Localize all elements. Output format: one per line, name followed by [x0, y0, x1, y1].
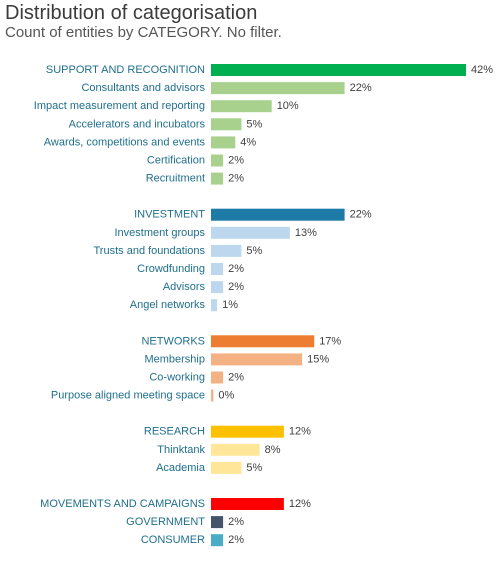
value-label-support-and-recognition: 42%: [471, 64, 493, 76]
bar-membership: [211, 353, 303, 366]
category-label-accelerators-and-incubators: Accelerators and incubators: [69, 118, 206, 130]
category-label-purpose-aligned-meeting-space: Purpose aligned meeting space: [51, 390, 205, 402]
bar-consumer: [211, 534, 224, 547]
category-label-research: RESEARCH: [144, 426, 205, 438]
category-label-angel-networks: Angel networks: [130, 299, 206, 311]
category-label-consumer: CONSUMER: [141, 534, 205, 546]
value-label-consultants-and-advisors: 22%: [350, 82, 372, 94]
category-label-investment: INVESTMENT: [134, 209, 205, 221]
category-label-support-and-recognition: SUPPORT AND RECOGNITION: [46, 64, 205, 76]
category-label-consultants-and-advisors: Consultants and advisors: [81, 82, 205, 94]
bar-academia: [211, 461, 242, 474]
value-label-awards-competitions-and-events: 4%: [240, 136, 256, 148]
category-label-impact-measurement-and-reporting: Impact measurement and reporting: [34, 100, 205, 112]
bar-accelerators-and-incubators: [211, 118, 242, 131]
value-label-co-working: 2%: [228, 372, 244, 384]
bar-purpose-aligned-meeting-space: [211, 389, 214, 402]
chart-title: Distribution of categorisation: [5, 2, 258, 24]
value-label-movements-and-campaigns: 12%: [289, 498, 311, 510]
category-label-certification: Certification: [147, 155, 205, 167]
value-label-research: 12%: [289, 426, 311, 438]
bar-research: [211, 425, 284, 438]
value-label-investment-groups: 13%: [295, 227, 317, 239]
category-label-advisors: Advisors: [163, 281, 206, 293]
bar-co-working: [211, 371, 224, 384]
category-label-thinktank: Thinktank: [157, 444, 205, 456]
category-label-co-working: Co-working: [149, 372, 205, 384]
value-label-recruitment: 2%: [228, 173, 244, 185]
bar-certification: [211, 154, 224, 167]
bar-government: [211, 516, 224, 529]
bar-thinktank: [211, 443, 260, 456]
chart-header: Distribution of categorisation Count of …: [5, 2, 495, 42]
category-label-crowdfunding: Crowdfunding: [137, 263, 205, 275]
value-label-academia: 5%: [246, 462, 262, 474]
bar-consultants-and-advisors: [211, 82, 345, 95]
bar-trusts-and-foundations: [211, 244, 242, 257]
chart-subtitle: Count of entities by CATEGORY. No filter…: [5, 24, 282, 41]
bar-angel-networks: [211, 299, 218, 312]
value-label-accelerators-and-incubators: 5%: [246, 118, 262, 130]
bar-investment: [211, 208, 345, 221]
value-label-thinktank: 8%: [265, 444, 281, 456]
bar-movements-and-campaigns: [211, 498, 284, 510]
bar-advisors: [211, 281, 224, 294]
value-label-government: 2%: [228, 516, 244, 528]
category-label-investment-groups: Investment groups: [115, 227, 206, 239]
value-label-certification: 2%: [228, 155, 244, 167]
value-label-trusts-and-foundations: 5%: [246, 245, 262, 257]
value-label-investment: 22%: [350, 209, 372, 221]
category-label-awards-competitions-and-events: Awards, competitions and events: [44, 136, 206, 148]
category-label-movements-and-campaigns: MOVEMENTS AND CAMPAIGNS: [40, 498, 205, 510]
value-label-networks: 17%: [319, 335, 341, 347]
value-label-purpose-aligned-meeting-space: 0%: [218, 390, 234, 402]
bar-investment-groups: [211, 226, 290, 239]
value-label-advisors: 2%: [228, 281, 244, 293]
bar-awards-competitions-and-events: [211, 136, 236, 149]
value-label-consumer: 2%: [228, 534, 244, 546]
value-label-angel-networks: 1%: [222, 299, 238, 311]
category-label-recruitment: Recruitment: [146, 173, 205, 185]
bar-impact-measurement-and-reporting: [211, 100, 272, 113]
bar-networks: [211, 335, 315, 348]
bar-support-and-recognition: [211, 64, 466, 76]
bar-recruitment: [211, 172, 224, 185]
category-label-academia: Academia: [156, 462, 206, 474]
bar-crowdfunding: [211, 263, 224, 275]
value-label-crowdfunding: 2%: [228, 263, 244, 275]
value-label-membership: 15%: [307, 353, 329, 365]
category-label-membership: Membership: [144, 353, 205, 365]
category-label-government: GOVERNMENT: [126, 516, 205, 528]
category-label-networks: NETWORKS: [141, 335, 205, 347]
category-label-trusts-and-foundations: Trusts and foundations: [94, 245, 206, 257]
value-label-impact-measurement-and-reporting: 10%: [277, 100, 299, 112]
